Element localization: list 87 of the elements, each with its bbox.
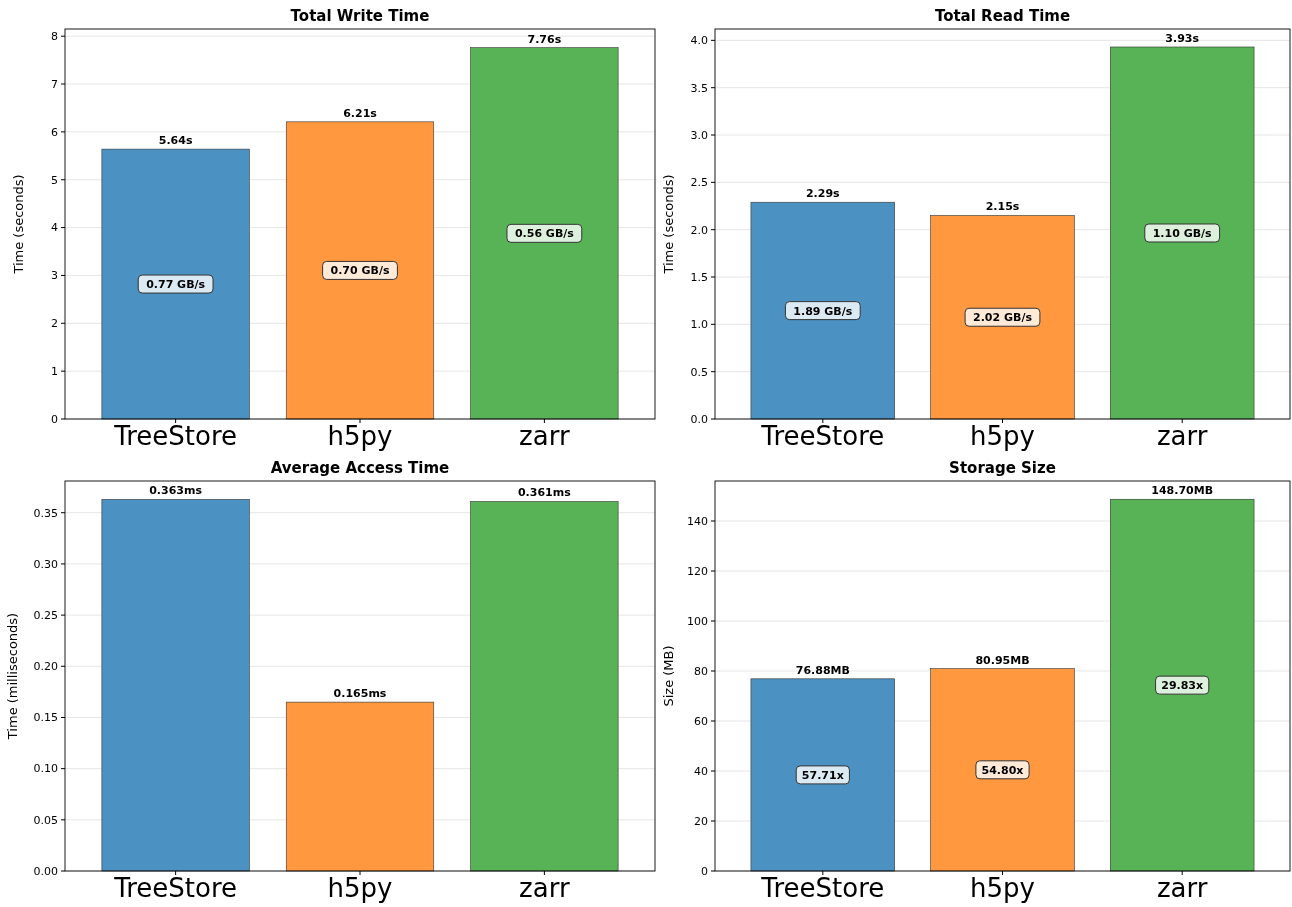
y-tick-label: 0.35	[33, 506, 58, 520]
x-tick-label: zarr	[519, 873, 570, 903]
annotation: 2.02 GB/s	[973, 311, 1033, 325]
bar	[750, 678, 895, 872]
y-tick-label: 1	[51, 365, 58, 378]
bar	[470, 47, 619, 420]
y-tick-label: 0	[51, 412, 58, 426]
y-tick-label: 1.0	[690, 318, 708, 332]
y-tick-label: 4.0	[690, 34, 708, 48]
x-tick-label: zarr	[519, 421, 570, 451]
y-tick-label: 3.5	[690, 81, 708, 95]
bar	[750, 201, 895, 420]
annotation: 0.77 GB/s	[146, 278, 206, 292]
x-tick-label: zarr	[1156, 421, 1208, 451]
data-label: 76.88MB	[795, 663, 850, 677]
data-label: 80.95MB	[975, 653, 1030, 667]
y-axis-title: Time (seconds)	[661, 174, 676, 275]
y-tick-label: 8	[51, 30, 58, 44]
y-tick-label: 3.0	[690, 128, 708, 142]
bar	[1110, 46, 1255, 420]
y-axis-title: Size (MB)	[661, 645, 676, 707]
y-tick-label: 7	[51, 77, 58, 91]
data-label: 7.76s	[527, 32, 562, 46]
y-tick-label: 3	[51, 269, 58, 283]
data-label: 5.64s	[158, 134, 193, 148]
data-label: 3.93s	[1165, 31, 1200, 45]
y-tick-label: 0.10	[33, 762, 58, 776]
bar	[285, 701, 435, 872]
y-tick-label: 2	[51, 317, 58, 331]
x-tick-label: h5py	[970, 421, 1035, 451]
y-tick-label: 140	[687, 514, 708, 528]
y-tick-label: 5	[51, 173, 58, 187]
x-tick-label: zarr	[1156, 873, 1208, 903]
y-tick-label: 0.30	[33, 557, 58, 571]
y-axis-title: Time (seconds)	[11, 174, 26, 275]
annotation: 1.89 GB/s	[793, 304, 853, 318]
y-tick-label: 80	[694, 664, 708, 678]
x-tick-label: h5py	[327, 873, 393, 903]
x-tick-label: TreeStore	[113, 421, 238, 451]
y-tick-label: 4	[51, 221, 58, 235]
annotation: 0.70 GB/s	[330, 264, 390, 278]
y-tick-label: 0.00	[33, 864, 58, 878]
chart-title: Total Write Time	[290, 7, 430, 25]
annotation: 1.10 GB/s	[1152, 226, 1213, 240]
y-tick-label: 6	[51, 125, 58, 139]
bar	[1110, 498, 1255, 872]
y-tick-label: 0	[701, 864, 708, 878]
annotation: 54.80x	[981, 763, 1024, 777]
y-tick-label: 0.15	[33, 711, 58, 725]
y-axis-title: Time (milliseconds)	[5, 612, 20, 741]
annotation: 0.56 GB/s	[514, 227, 575, 241]
y-tick-label: 40	[694, 764, 708, 778]
bar	[101, 148, 250, 420]
annotation: 29.83x	[1161, 679, 1204, 693]
y-tick-label: 2.0	[690, 223, 708, 237]
bar	[470, 501, 619, 872]
bar	[101, 499, 250, 872]
y-tick-label: 120	[687, 564, 708, 578]
x-tick-label: TreeStore	[760, 421, 885, 451]
chart-title: Average Access Time	[270, 459, 450, 477]
bar	[930, 215, 1075, 420]
annotation: 57.71x	[801, 768, 844, 782]
bar	[285, 121, 435, 420]
x-tick-label: h5py	[327, 421, 393, 451]
x-tick-label: TreeStore	[113, 873, 238, 903]
data-label: 6.21s	[343, 106, 378, 120]
data-label: 0.361ms	[517, 486, 572, 500]
data-label: 0.165ms	[333, 687, 387, 701]
y-tick-label: 0.0	[690, 412, 708, 426]
y-tick-label: 0.25	[33, 608, 58, 622]
y-tick-label: 0.05	[33, 813, 58, 827]
x-tick-label: h5py	[970, 873, 1035, 903]
y-tick-label: 1.5	[690, 270, 708, 284]
y-tick-label: 100	[687, 614, 708, 628]
y-tick-label: 20	[694, 814, 708, 828]
data-label: 2.15s	[985, 200, 1020, 214]
data-label: 2.29s	[805, 187, 841, 201]
y-tick-label: 0.5	[690, 365, 708, 379]
chart-title: Total Read Time	[934, 7, 1071, 25]
bar	[930, 668, 1075, 872]
y-tick-label: 2.5	[690, 176, 708, 190]
data-label: 0.363ms	[149, 484, 203, 498]
y-tick-label: 0.20	[33, 660, 58, 674]
y-tick-label: 60	[694, 714, 708, 728]
chart-title: Storage Size	[949, 459, 1056, 477]
x-tick-label: TreeStore	[760, 873, 885, 903]
data-label: 148.70MB	[1151, 484, 1214, 498]
